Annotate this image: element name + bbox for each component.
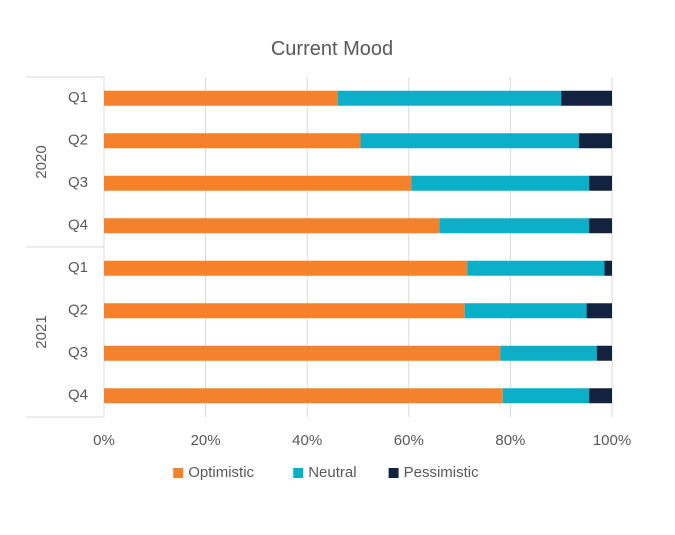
bars — [104, 90, 612, 404]
category-label: Q2 — [68, 302, 88, 319]
bar-neutral — [467, 260, 605, 276]
category-label: Q4 — [68, 387, 88, 404]
y-axis: 2020 Q1 Q2 Q3 Q4 2021 Q1 Q2 Q3 Q4 — [26, 76, 105, 418]
bar-neutral — [360, 133, 579, 149]
category-label: Q1 — [68, 89, 88, 106]
legend-label: Pessimistic — [404, 464, 480, 481]
bar-neutral — [411, 175, 590, 191]
group-label: 2021 — [33, 315, 50, 348]
x-tick-label: 0% — [93, 432, 115, 449]
x-tick-label: 40% — [292, 432, 322, 449]
x-tick-label: 20% — [191, 432, 221, 449]
bar-pessimistic — [589, 175, 612, 191]
bar-pessimistic — [604, 260, 612, 276]
bar-optimistic — [104, 388, 503, 404]
bar-neutral — [464, 303, 587, 319]
bar-optimistic — [104, 133, 361, 149]
bar-optimistic — [104, 345, 501, 361]
legend-label: Optimistic — [188, 464, 254, 481]
bar-pessimistic — [589, 218, 612, 234]
bar-pessimistic — [589, 388, 612, 404]
gridlines — [205, 77, 613, 417]
category-label: Q2 — [68, 132, 88, 149]
x-tick-label: 100% — [593, 432, 631, 449]
category-label: Q4 — [68, 217, 88, 234]
legend-swatch — [293, 468, 304, 478]
category-label: Q1 — [68, 259, 88, 276]
bar-optimistic — [104, 218, 440, 234]
bar-pessimistic — [596, 345, 612, 361]
bar-neutral — [439, 218, 590, 234]
bar-optimistic — [104, 175, 412, 191]
category-label: Q3 — [68, 174, 88, 191]
legend: Optimistic Neutral Pessimistic — [173, 464, 479, 481]
legend-swatch — [173, 468, 184, 478]
legend-label: Neutral — [308, 464, 356, 481]
bar-pessimistic — [586, 303, 612, 319]
group-label: 2020 — [33, 145, 50, 178]
bar-pessimistic — [578, 133, 612, 149]
bar-optimistic — [104, 260, 468, 276]
x-tick-label: 60% — [394, 432, 424, 449]
bar-neutral — [337, 90, 562, 106]
x-axis-ticks: 0% 20% 40% 60% 80% 100% — [93, 432, 631, 449]
chart-title: Current Mood — [271, 38, 393, 60]
x-tick-label: 80% — [495, 432, 525, 449]
bar-optimistic — [104, 303, 465, 319]
bar-pessimistic — [561, 90, 612, 106]
category-label: Q3 — [68, 344, 88, 361]
bar-neutral — [502, 388, 590, 404]
bar-optimistic — [104, 90, 338, 106]
legend-swatch — [388, 468, 399, 478]
bar-neutral — [500, 345, 597, 361]
